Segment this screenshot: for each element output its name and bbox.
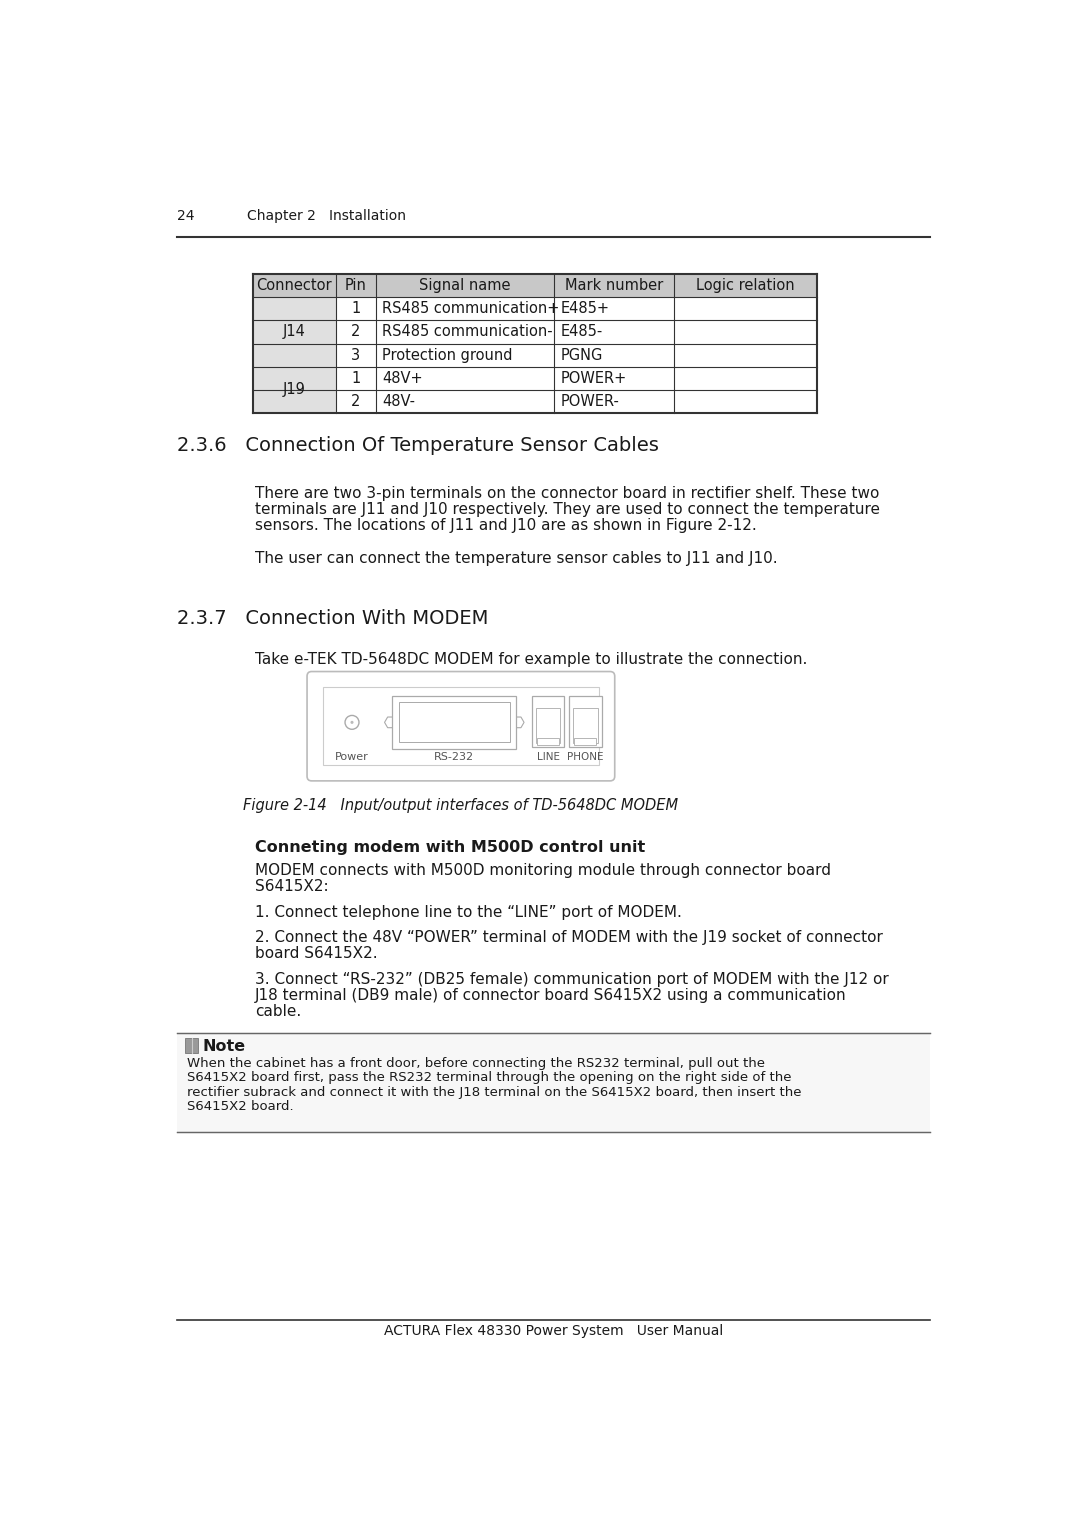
- Text: Pin: Pin: [345, 278, 367, 293]
- Bar: [569, 697, 602, 747]
- Bar: [392, 697, 516, 749]
- Text: Chapter 2   Installation: Chapter 2 Installation: [247, 209, 406, 223]
- Text: 2.3.6   Connection Of Temperature Sensor Cables: 2.3.6 Connection Of Temperature Sensor C…: [177, 435, 659, 455]
- Text: sensors. The locations of J11 and J10 are as shown in Figure 2-12.: sensors. The locations of J11 and J10 ar…: [255, 518, 757, 533]
- Text: 24: 24: [177, 209, 194, 223]
- Bar: [531, 697, 565, 747]
- Bar: [575, 738, 596, 746]
- Text: J19: J19: [283, 382, 306, 397]
- Text: Figure 2-14   Input/output interfaces of TD-5648DC MODEM: Figure 2-14 Input/output interfaces of T…: [243, 798, 678, 813]
- Text: 2: 2: [351, 324, 361, 339]
- Text: RS-232: RS-232: [434, 752, 474, 761]
- Bar: [536, 707, 561, 743]
- Text: E485+: E485+: [561, 301, 609, 316]
- Text: Conneting modem with M500D control unit: Conneting modem with M500D control unit: [255, 840, 646, 856]
- Text: RS485 communication-: RS485 communication-: [382, 324, 553, 339]
- Text: Protection ground: Protection ground: [382, 347, 513, 362]
- Text: 1. Connect telephone line to the “LINE” port of MODEM.: 1. Connect telephone line to the “LINE” …: [255, 905, 681, 920]
- Text: rectifier subrack and connect it with the J18 terminal on the S6415X2 board, the: rectifier subrack and connect it with th…: [187, 1086, 801, 1099]
- Text: Power: Power: [335, 752, 369, 761]
- FancyBboxPatch shape: [307, 671, 615, 781]
- Text: Logic relation: Logic relation: [697, 278, 795, 293]
- Bar: [253, 298, 336, 367]
- Text: 1: 1: [351, 371, 361, 385]
- Text: Connector: Connector: [256, 278, 332, 293]
- Bar: [572, 707, 597, 743]
- Bar: [186, 1038, 198, 1053]
- Bar: [323, 688, 599, 766]
- Text: board S6415X2.: board S6415X2.: [255, 946, 378, 961]
- Text: S6415X2 board.: S6415X2 board.: [187, 1100, 294, 1114]
- Text: J18 terminal (DB9 male) of connector board S6415X2 using a communication: J18 terminal (DB9 male) of connector boa…: [255, 989, 847, 1002]
- Bar: [399, 703, 510, 743]
- Polygon shape: [512, 717, 524, 727]
- Text: ACTURA Flex 48330 Power System   User Manual: ACTURA Flex 48330 Power System User Manu…: [383, 1325, 724, 1339]
- Text: POWER-: POWER-: [561, 394, 619, 410]
- Text: 2: 2: [351, 394, 361, 410]
- Text: S6415X2 board first, pass the RS232 terminal through the opening on the right si: S6415X2 board first, pass the RS232 term…: [187, 1071, 792, 1085]
- Text: LINE: LINE: [537, 752, 559, 761]
- Text: POWER+: POWER+: [561, 371, 626, 385]
- Text: RS485 communication+: RS485 communication+: [382, 301, 559, 316]
- Text: MODEM connects with M500D monitoring module through connector board: MODEM connects with M500D monitoring mod…: [255, 863, 832, 879]
- Text: S6415X2:: S6415X2:: [255, 880, 328, 894]
- Text: Signal name: Signal name: [419, 278, 511, 293]
- Text: PHONE: PHONE: [567, 752, 604, 761]
- Text: E485-: E485-: [561, 324, 603, 339]
- Text: Mark number: Mark number: [565, 278, 663, 293]
- Circle shape: [350, 721, 353, 724]
- Text: 2. Connect the 48V “POWER” terminal of MODEM with the J19 socket of connector: 2. Connect the 48V “POWER” terminal of M…: [255, 931, 883, 946]
- Text: 48V+: 48V+: [382, 371, 423, 385]
- Bar: [253, 274, 816, 298]
- Text: terminals are J11 and J10 respectively. They are used to connect the temperature: terminals are J11 and J10 respectively. …: [255, 503, 880, 516]
- Text: 2.3.7   Connection With MODEM: 2.3.7 Connection With MODEM: [177, 610, 488, 628]
- Bar: [537, 738, 559, 746]
- Text: Take e-TEK TD-5648DC MODEM for example to illustrate the connection.: Take e-TEK TD-5648DC MODEM for example t…: [255, 651, 808, 666]
- Text: Note: Note: [202, 1039, 245, 1054]
- Text: cable.: cable.: [255, 1004, 301, 1019]
- Text: 48V-: 48V-: [382, 394, 415, 410]
- Bar: [253, 367, 336, 413]
- Polygon shape: [384, 717, 397, 727]
- Text: 3: 3: [351, 347, 361, 362]
- Text: When the cabinet has a front door, before connecting the RS232 terminal, pull ou: When the cabinet has a front door, befor…: [187, 1056, 765, 1070]
- Text: The user can connect the temperature sensor cables to J11 and J10.: The user can connect the temperature sen…: [255, 552, 778, 567]
- Bar: [177, 1033, 930, 1132]
- Text: 3. Connect “RS-232” (DB25 female) communication port of MODEM with the J12 or: 3. Connect “RS-232” (DB25 female) commun…: [255, 972, 889, 987]
- Text: 1: 1: [351, 301, 361, 316]
- Text: There are two 3-pin terminals on the connector board in rectifier shelf. These t: There are two 3-pin terminals on the con…: [255, 486, 879, 501]
- Text: J14: J14: [283, 324, 306, 339]
- Text: PGNG: PGNG: [561, 347, 603, 362]
